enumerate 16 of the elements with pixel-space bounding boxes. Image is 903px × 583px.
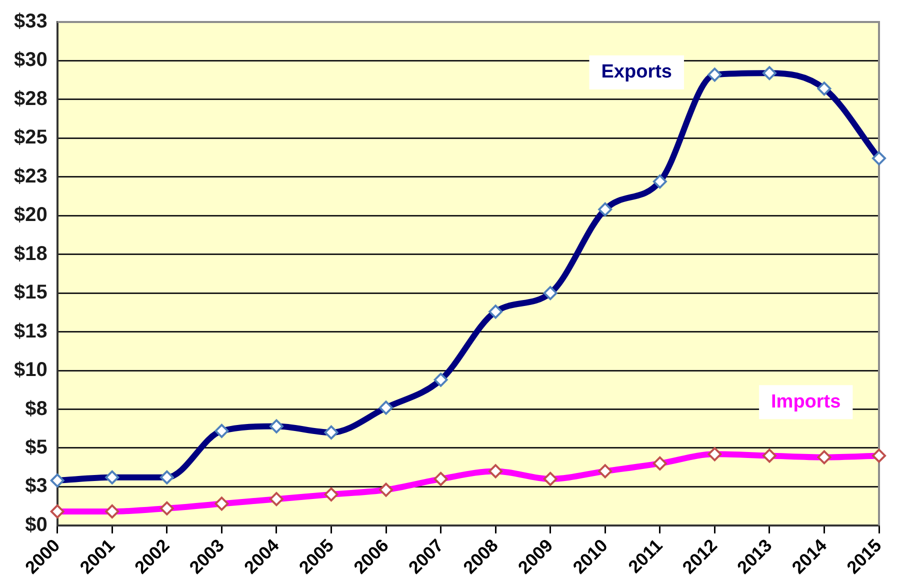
y-tick-label: $25 xyxy=(14,126,48,149)
series-label: Exports xyxy=(601,62,672,83)
y-tick-label: $20 xyxy=(14,204,48,226)
y-tick-label: $3 xyxy=(25,475,48,498)
y-tick-label: $33 xyxy=(14,10,48,33)
y-tick-label: $8 xyxy=(25,398,48,420)
y-tick-label: $18 xyxy=(14,242,48,265)
y-tick-label: $13 xyxy=(14,320,48,342)
y-tick-label: $28 xyxy=(14,88,48,110)
series-label: Imports xyxy=(771,391,841,412)
y-tick-label: $5 xyxy=(25,436,48,458)
y-tick-label: $10 xyxy=(14,359,48,382)
y-tick-label: $0 xyxy=(25,514,48,536)
y-tick-label: $30 xyxy=(14,49,48,72)
y-tick-label: $15 xyxy=(14,282,48,304)
y-tick-label: $23 xyxy=(14,165,48,188)
